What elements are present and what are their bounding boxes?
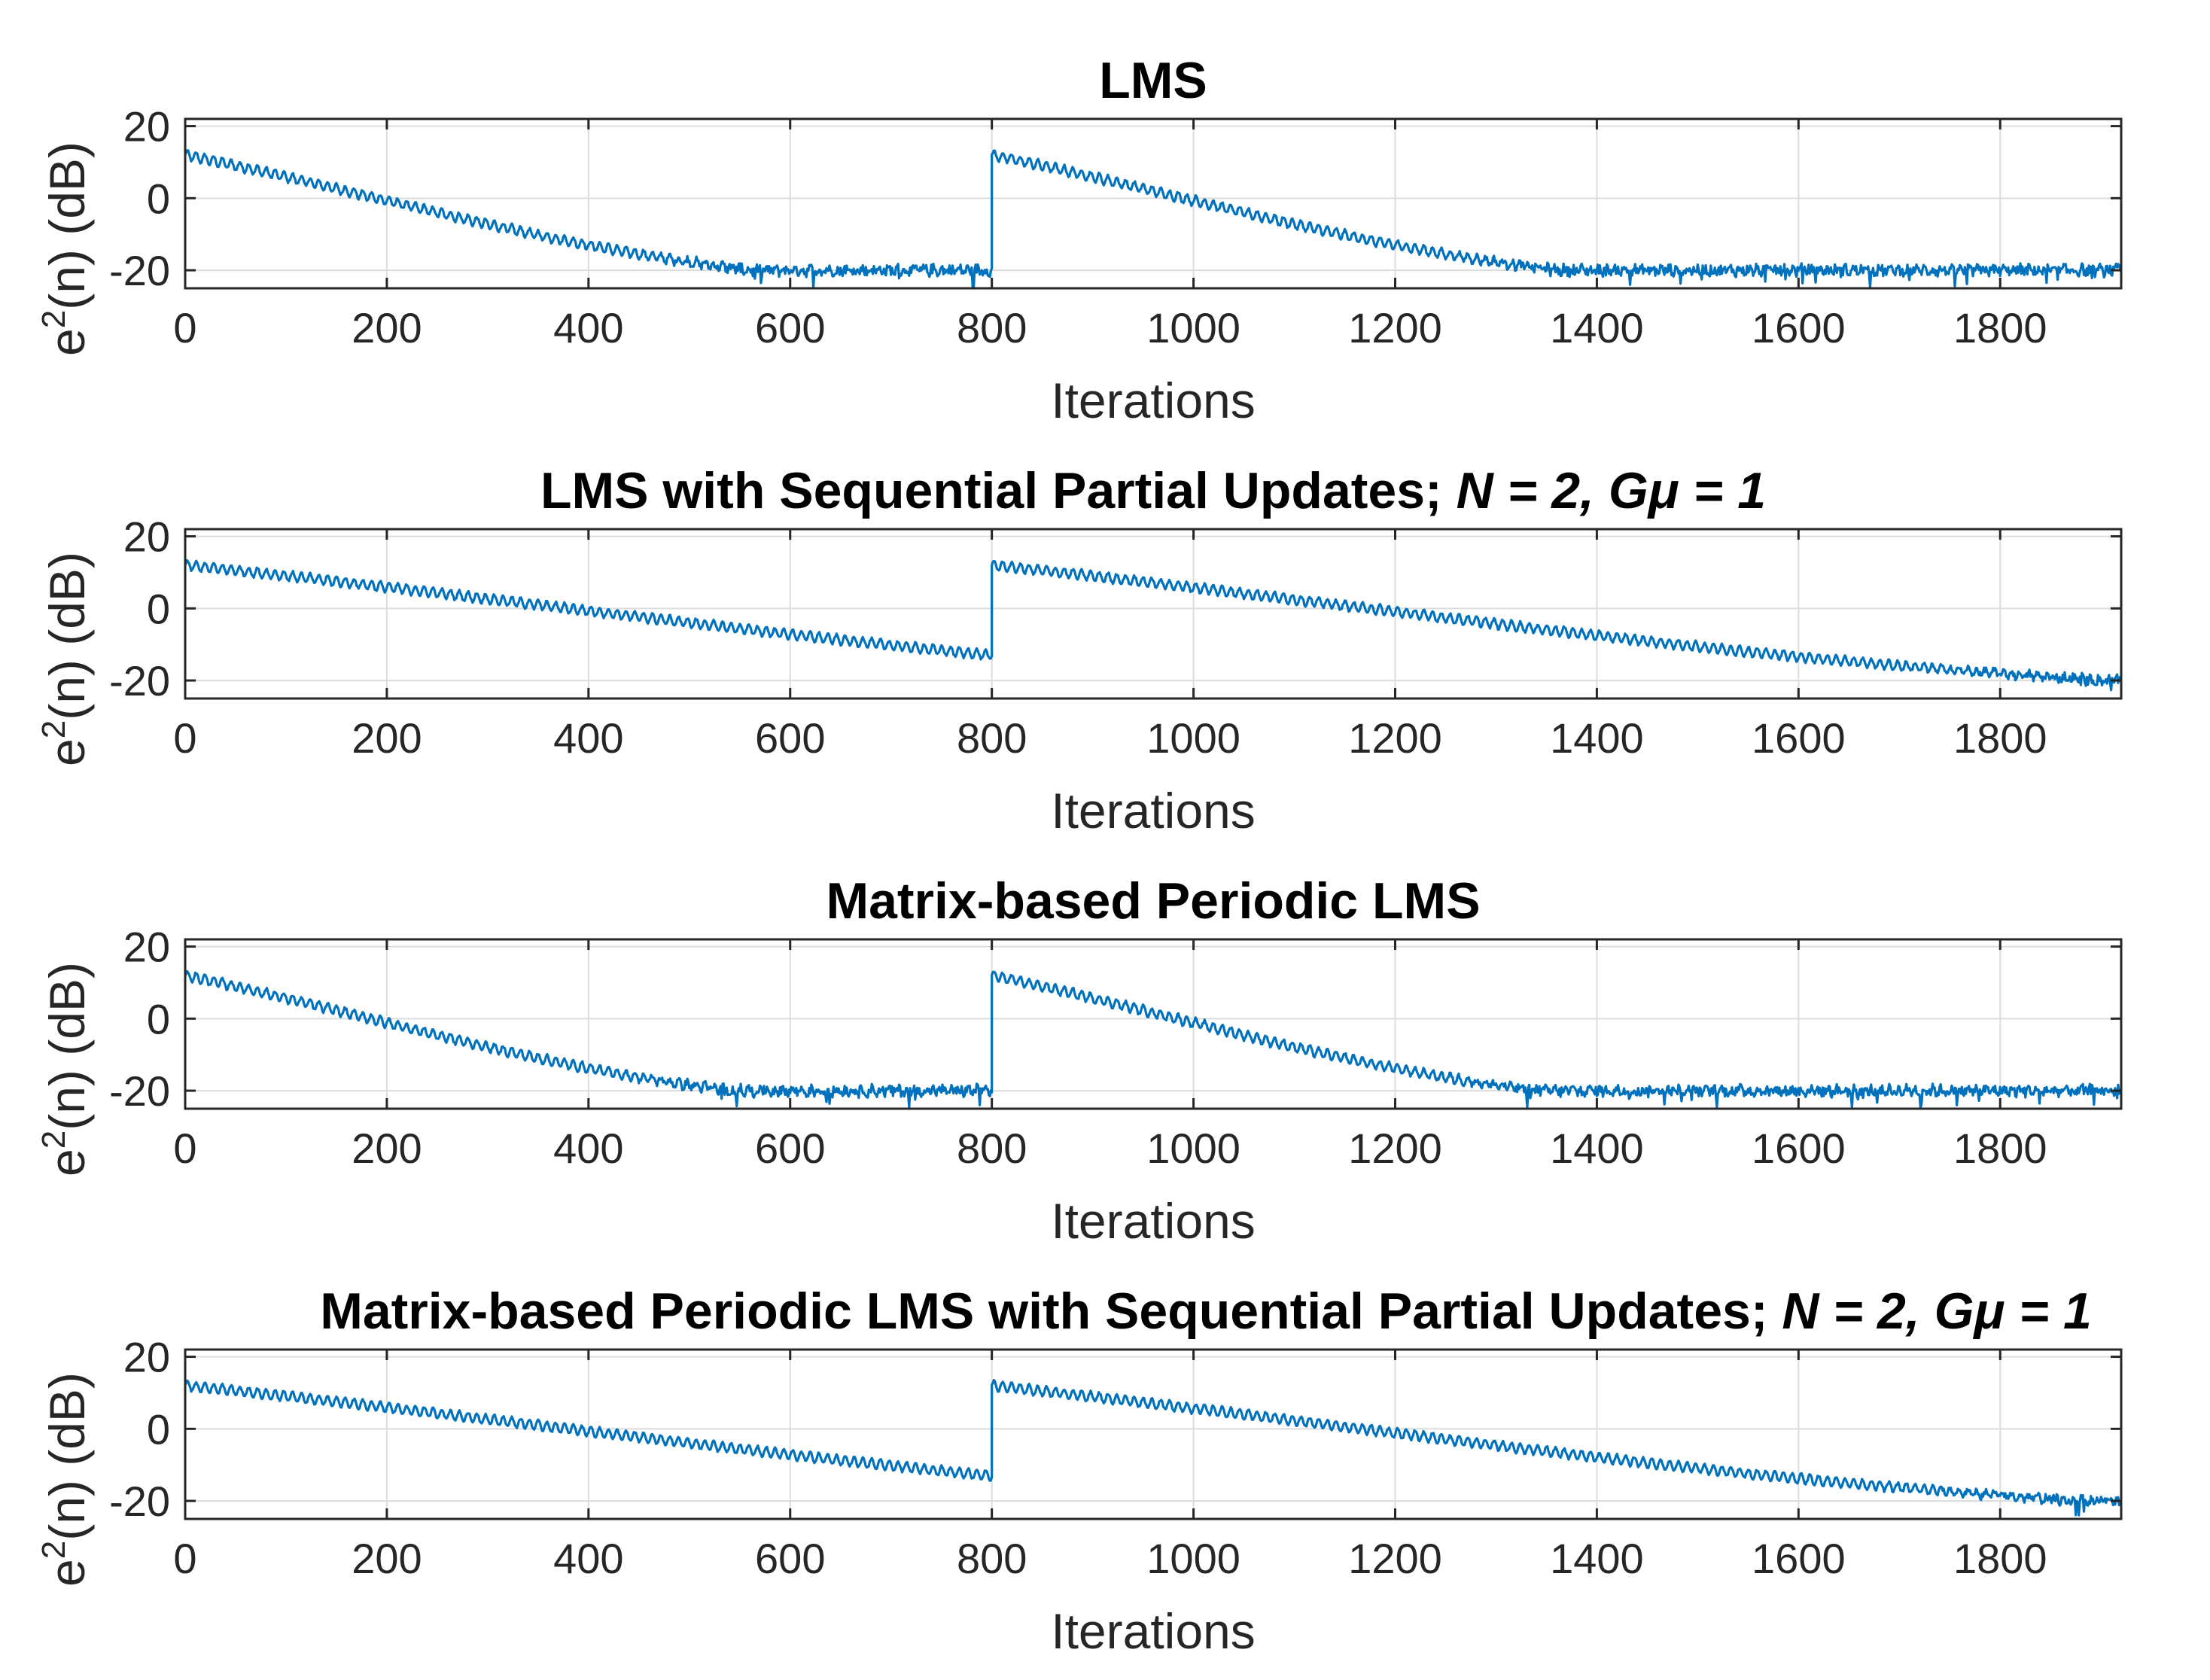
y-tick-label: -20 (109, 657, 170, 705)
axes-box (184, 528, 2123, 700)
x-tick-label: 1800 (1953, 714, 2047, 762)
y-tick-label: 20 (123, 1334, 170, 1381)
x-tick-label: 1200 (1348, 1125, 1442, 1172)
axes-box (184, 1348, 2123, 1520)
subplot-4: 0 200 400 600 800 1000 1200 1400 1600 1800200-20M… (35, 1283, 2123, 1659)
axes-box (184, 938, 2123, 1110)
x-tick-label: 600 (755, 304, 825, 352)
x-tick-label: 1800 (1953, 304, 2047, 352)
chart-title: Matrix-based Periodic LMS (826, 872, 1480, 930)
x-tick-label: 1800 (1953, 1535, 2047, 1582)
x-tick-label: 1000 (1146, 1125, 1240, 1172)
y-tick-label: 0 (147, 1405, 170, 1453)
x-tick-label: 1600 (1752, 304, 1846, 352)
x-tick-label: 800 (957, 304, 1027, 352)
chart-title-text: LMS (1099, 52, 1207, 109)
x-tick-label: 0 (173, 714, 196, 762)
x-tick-label: 800 (957, 1535, 1027, 1582)
x-axis-label: Iterations (1051, 373, 1255, 428)
y-axis-label: e2(n) (dB) (35, 142, 95, 356)
series-line (184, 1378, 2122, 1517)
chart-title-text: Matrix-based Periodic LMS with Sequentia… (320, 1283, 1782, 1340)
y-tick-label: 20 (123, 924, 170, 971)
x-tick-label: 400 (553, 1535, 623, 1582)
y-tick-label: 0 (147, 175, 170, 222)
x-tick-label: 200 (352, 1535, 422, 1582)
subplot-3: 0 200 400 600 800 1000 1200 1400 1600 1800200-20M… (35, 872, 2123, 1249)
plot-area (185, 119, 2121, 288)
x-tick-label: 400 (553, 304, 623, 352)
x-axis-label: Iterations (1051, 1603, 1255, 1659)
plot-area (185, 1350, 2121, 1519)
x-tick-label: 0 (173, 1535, 196, 1582)
x-tick-label: 600 (755, 1535, 825, 1582)
x-tick-label: 400 (553, 714, 623, 762)
x-tick-label: 0 (173, 1125, 196, 1172)
subplot-2: 0 200 400 600 800 1000 1200 1400 1600 1800200-20L… (35, 462, 2123, 838)
y-tick-label: 0 (147, 585, 170, 632)
chart-title-params: N = 2, Gμ = 1 (1782, 1283, 2091, 1340)
y-tick-label: 20 (123, 513, 170, 561)
x-tick-label: 1200 (1348, 304, 1442, 352)
x-tick-label: 1800 (1953, 1125, 2047, 1172)
y-tick-label: 20 (123, 103, 170, 151)
plot-area (185, 529, 2121, 698)
x-tick-label: 1600 (1752, 1125, 1846, 1172)
x-tick-label: 1400 (1550, 1535, 1644, 1582)
x-tick-label: 1600 (1752, 1535, 1846, 1582)
axes-box (184, 117, 2123, 290)
y-tick-label: 0 (147, 995, 170, 1042)
x-tick-label: 200 (352, 714, 422, 762)
chart-title: LMS (1099, 52, 1207, 109)
x-tick-label: 1000 (1146, 304, 1240, 352)
x-tick-label: 800 (957, 714, 1027, 762)
series-line (184, 558, 2122, 692)
y-axis-label: e2(n) (dB) (35, 552, 95, 766)
x-tick-label: 200 (352, 1125, 422, 1172)
x-tick-label: 400 (553, 1125, 623, 1172)
x-tick-label: 0 (173, 304, 196, 352)
subplot-1: 0 200 400 600 800 1000 1200 1400 1600 1800200-20L… (35, 52, 2123, 428)
y-tick-label: -20 (109, 1478, 170, 1525)
x-tick-label: 1000 (1146, 714, 1240, 762)
x-tick-label: 1200 (1348, 714, 1442, 762)
y-axis-label: e2(n) (dB) (35, 962, 95, 1176)
chart-title: Matrix-based Periodic LMS with Sequentia… (320, 1283, 2092, 1340)
y-tick-label: -20 (109, 1067, 170, 1115)
x-tick-label: 1400 (1550, 714, 1644, 762)
series-line (184, 969, 2123, 1109)
x-axis-label: Iterations (1051, 783, 1255, 838)
x-tick-label: 600 (755, 1125, 825, 1172)
series-line (184, 149, 2123, 289)
x-tick-label: 800 (957, 1125, 1027, 1172)
chart-title-text: Matrix-based Periodic LMS (826, 872, 1480, 930)
x-tick-label: 1000 (1146, 1535, 1240, 1582)
x-tick-label: 600 (755, 714, 825, 762)
x-tick-label: 1600 (1752, 714, 1846, 762)
x-tick-label: 1400 (1550, 1125, 1644, 1172)
chart-title: LMS with Sequential Partial Updates; N =… (540, 462, 1766, 519)
chart-title-params: N = 2, Gμ = 1 (1457, 462, 1766, 519)
x-tick-label: 1400 (1550, 304, 1644, 352)
y-tick-label: -20 (109, 247, 170, 294)
x-tick-label: 1200 (1348, 1535, 1442, 1582)
chart-title-text: LMS with Sequential Partial Updates; (540, 462, 1457, 519)
y-axis-label: e2(n) (dB) (35, 1372, 95, 1587)
x-axis-label: Iterations (1051, 1193, 1255, 1249)
x-tick-label: 200 (352, 304, 422, 352)
plot-area (185, 939, 2121, 1109)
